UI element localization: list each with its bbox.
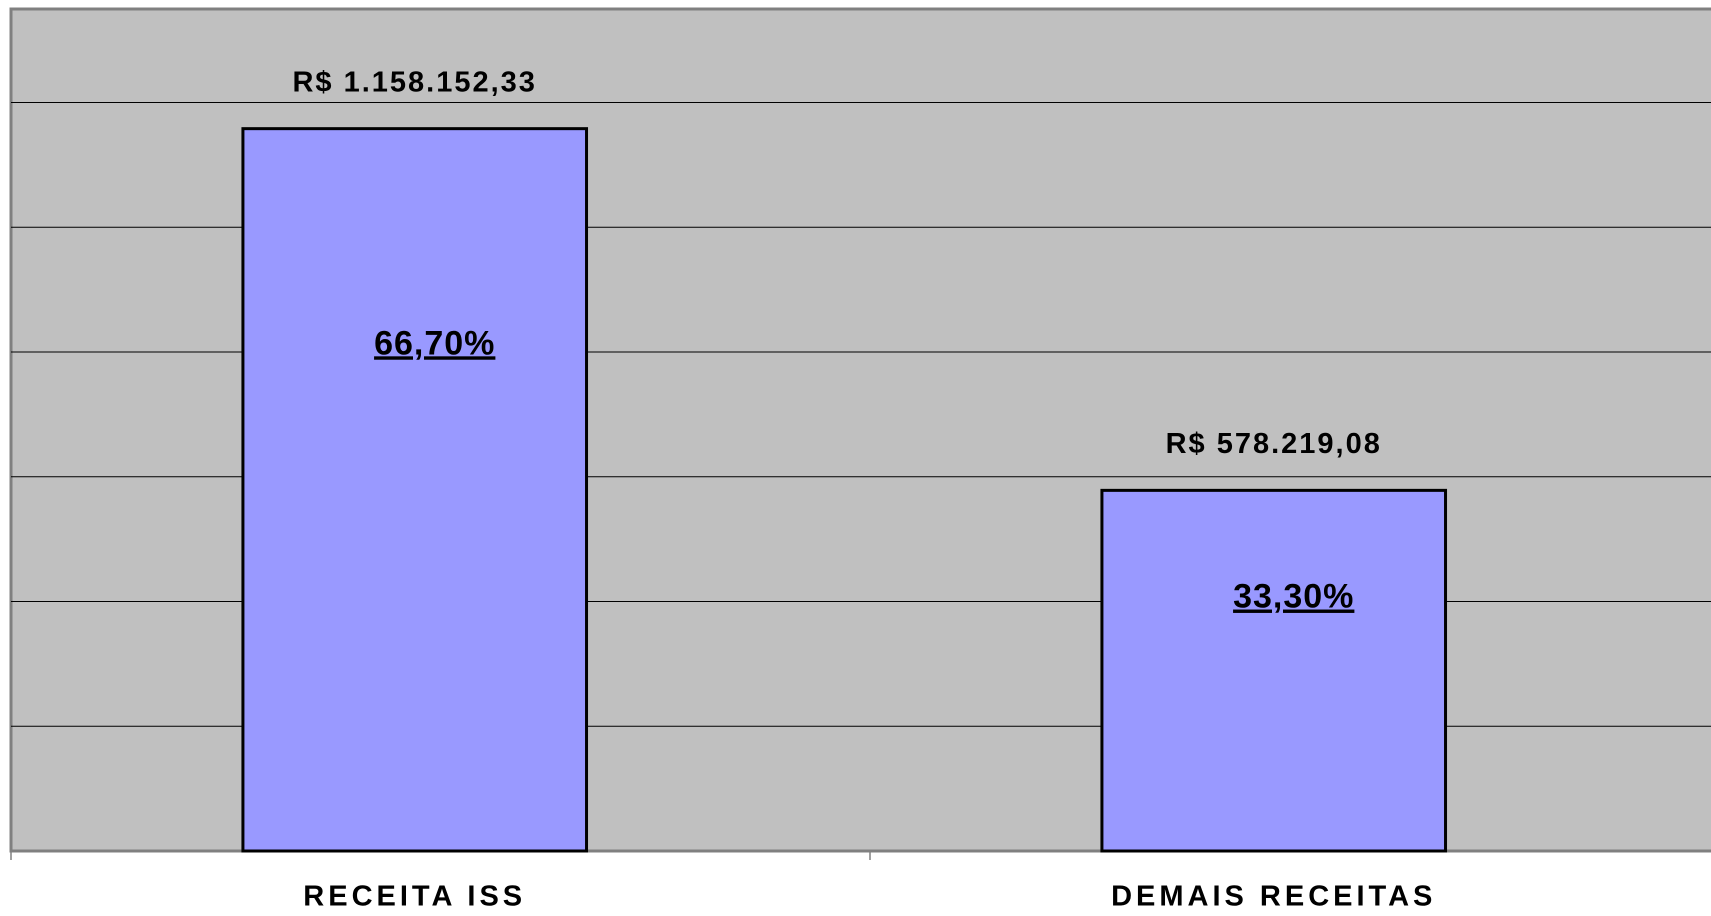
bar xyxy=(1100,488,1448,853)
bar xyxy=(241,127,589,853)
value-label: R$ 578.219,08 xyxy=(1166,428,1382,460)
share-label: 33,30% xyxy=(1233,578,1354,616)
share-label: 66,70% xyxy=(374,324,495,362)
x-tick-label: RECEITA ISS xyxy=(303,881,526,913)
x-tick-label: DEMAIS RECEITAS xyxy=(1111,881,1436,913)
value-label: R$ 1.158.152,33 xyxy=(292,66,536,98)
